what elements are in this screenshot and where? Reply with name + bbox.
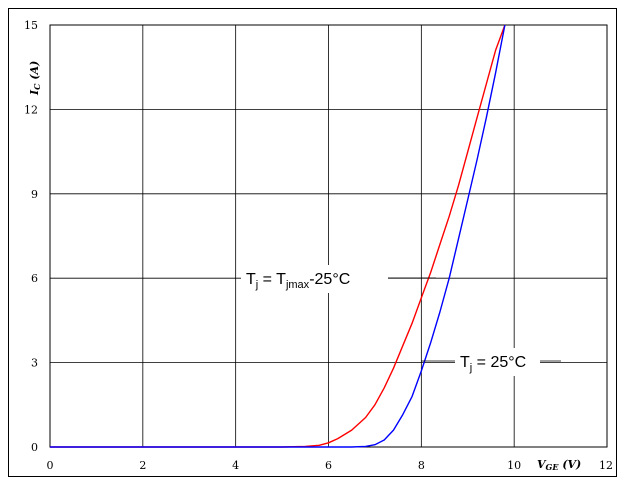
x-tick-label: 4 — [232, 459, 239, 472]
series-line-1 — [50, 24, 506, 448]
x-tick-label: 8 — [418, 459, 425, 472]
y-tick-label: 9 — [31, 188, 38, 201]
y-tick-label: 3 — [31, 357, 38, 370]
x-tick-label: 2 — [139, 459, 146, 472]
y-tick-label: 0 — [31, 441, 38, 454]
tick-labels: 0 2 4 6 8 10 12 0 3 6 9 12 15 — [24, 19, 613, 472]
annotation-label: Tj = Tjmax-25°C — [246, 271, 350, 291]
annotation-bg — [241, 265, 388, 293]
plot-frame — [8, 8, 617, 477]
x-tick-label: 12 — [599, 459, 613, 472]
x-axis-label-bg — [530, 455, 592, 473]
annotation-bg — [455, 348, 540, 376]
y-tick-label: 6 — [31, 272, 38, 285]
y-axis-label: IC (A) — [28, 61, 42, 96]
x-axis-label: VGE (V) — [537, 458, 581, 472]
series-layer — [50, 24, 506, 448]
series-line-2 — [50, 24, 506, 448]
annotation-label: Tj = 25°C — [460, 354, 526, 374]
x-tick-label: 6 — [325, 459, 332, 472]
y-tick-label: 12 — [24, 103, 38, 116]
annotations: Tj = Tjmax-25°C Tj = 25°C — [241, 265, 561, 376]
x-tick-label: 10 — [507, 459, 521, 472]
y-tick-label: 15 — [24, 19, 38, 32]
x-tick-label: 0 — [47, 459, 54, 472]
